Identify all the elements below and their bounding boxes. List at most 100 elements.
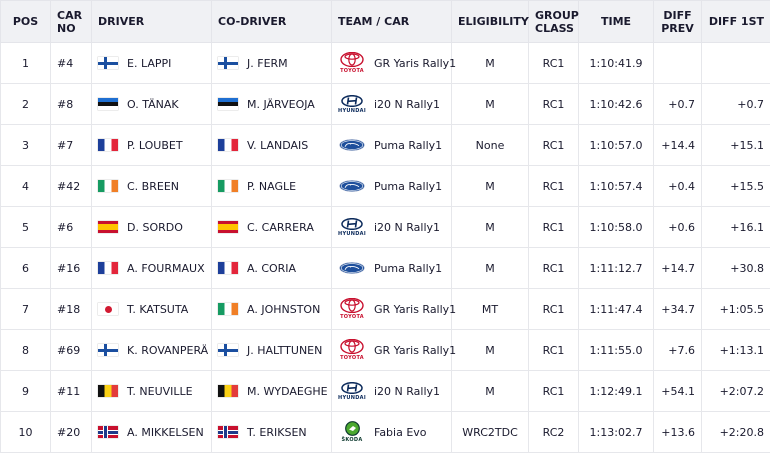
time-cell: 1:11:12.7 [579, 248, 654, 289]
diff-prev-cell: +0.7 [654, 84, 702, 125]
fi-flag-icon [98, 57, 118, 69]
time-cell: 1:10:57.4 [579, 166, 654, 207]
pos-cell: 3 [1, 125, 51, 166]
driver-cell[interactable]: P. LOUBET [92, 125, 212, 166]
driver-cell[interactable]: E. LAPPI [92, 43, 212, 84]
col-header-diff-prev[interactable]: DIFF PREV [654, 1, 702, 43]
driver-cell[interactable]: O. TÄNAK [92, 84, 212, 125]
col-header-team-car[interactable]: TEAM / CAR [332, 1, 452, 43]
pos-cell: 8 [1, 330, 51, 371]
time-cell: 1:10:41.9 [579, 43, 654, 84]
eligibility-cell: M [452, 371, 529, 412]
col-header-co-driver[interactable]: CO-DRIVER [212, 1, 332, 43]
driver-cell[interactable]: C. BREEN [92, 166, 212, 207]
ee-flag-icon [98, 98, 118, 110]
maker-caption: HYUNDAI [338, 108, 366, 114]
ie-flag-icon [98, 180, 118, 192]
team-car-cell[interactable]: Puma Rally1 [332, 248, 452, 289]
car-model: i20 N Rally1 [374, 221, 440, 234]
driver-cell[interactable]: T. KATSUTA [92, 289, 212, 330]
fr-flag-icon [218, 262, 238, 274]
co-driver-cell[interactable]: A. JOHNSTON [212, 289, 332, 330]
co-driver-name: M. JÄRVEOJA [247, 98, 315, 111]
co-driver-cell[interactable]: T. ERIKSEN [212, 412, 332, 453]
driver-name: K. ROVANPERÄ [127, 344, 208, 357]
co-driver-name: J. FERM [247, 57, 288, 70]
co-driver-cell[interactable]: M. WYDAEGHE [212, 371, 332, 412]
car-model: i20 N Rally1 [374, 385, 440, 398]
team-car-cell[interactable]: Puma Rally1 [332, 166, 452, 207]
co-driver-cell[interactable]: C. CARRERA [212, 207, 332, 248]
driver-cell[interactable]: K. ROVANPERÄ [92, 330, 212, 371]
col-header-pos[interactable]: POS [1, 1, 51, 43]
col-header-diff-1st[interactable]: DIFF 1ST [702, 1, 770, 43]
driver-cell[interactable]: A. FOURMAUX [92, 248, 212, 289]
group-class-cell: RC1 [529, 248, 579, 289]
team-car-cell[interactable]: HYUNDAI i20 N Rally1 [332, 371, 452, 412]
maker-caption: HYUNDAI [338, 395, 366, 401]
diff-1st-cell: +1:13.1 [702, 330, 770, 371]
group-class-cell: RC1 [529, 84, 579, 125]
co-driver-cell[interactable]: M. JÄRVEOJA [212, 84, 332, 125]
co-driver-cell[interactable]: P. NAGLE [212, 166, 332, 207]
skoda-logo-icon: ŠKODA [338, 419, 366, 445]
driver-cell[interactable]: D. SORDO [92, 207, 212, 248]
co-driver-cell[interactable]: A. CORIA [212, 248, 332, 289]
col-header-eligibility[interactable]: ELIGIBILITY [452, 1, 529, 43]
car-no-cell: #18 [51, 289, 92, 330]
col-header-group-class[interactable]: GROUP CLASS [529, 1, 579, 43]
time-cell: 1:13:02.7 [579, 412, 654, 453]
diff-1st-cell: +16.1 [702, 207, 770, 248]
co-driver-cell[interactable]: J. FERM [212, 43, 332, 84]
diff-1st-cell: +15.5 [702, 166, 770, 207]
co-driver-name: V. LANDAIS [247, 139, 308, 152]
driver-name: T. KATSUTA [127, 303, 188, 316]
pos-cell: 4 [1, 166, 51, 207]
no-flag-icon [218, 426, 238, 438]
car-model: i20 N Rally1 [374, 98, 440, 111]
col-header-driver[interactable]: DRIVER [92, 1, 212, 43]
car-model: Puma Rally1 [374, 262, 442, 275]
co-driver-name: C. CARRERA [247, 221, 314, 234]
co-driver-cell[interactable]: V. LANDAIS [212, 125, 332, 166]
col-header-time[interactable]: TIME [579, 1, 654, 43]
car-no-cell: #16 [51, 248, 92, 289]
fr-flag-icon [98, 262, 118, 274]
ie-flag-icon [218, 303, 238, 315]
maker-caption: TOYOTA [340, 68, 364, 74]
eligibility-cell: None [452, 125, 529, 166]
car-no-cell: #42 [51, 166, 92, 207]
team-car-cell[interactable]: Puma Rally1 [332, 125, 452, 166]
driver-name: O. TÄNAK [127, 98, 179, 111]
ford-logo-icon [338, 255, 366, 281]
diff-1st-cell: +15.1 [702, 125, 770, 166]
time-cell: 1:11:55.0 [579, 330, 654, 371]
team-car-cell[interactable]: HYUNDAI i20 N Rally1 [332, 84, 452, 125]
col-header-car-no[interactable]: CAR NO [51, 1, 92, 43]
diff-1st-cell: +2:07.2 [702, 371, 770, 412]
car-model: GR Yaris Rally1 [374, 57, 456, 70]
car-model: GR Yaris Rally1 [374, 303, 456, 316]
driver-name: D. SORDO [127, 221, 183, 234]
driver-cell[interactable]: A. MIKKELSEN [92, 412, 212, 453]
driver-cell[interactable]: T. NEUVILLE [92, 371, 212, 412]
co-driver-cell[interactable]: J. HALTTUNEN [212, 330, 332, 371]
diff-1st-cell: +0.7 [702, 84, 770, 125]
eligibility-cell: M [452, 84, 529, 125]
